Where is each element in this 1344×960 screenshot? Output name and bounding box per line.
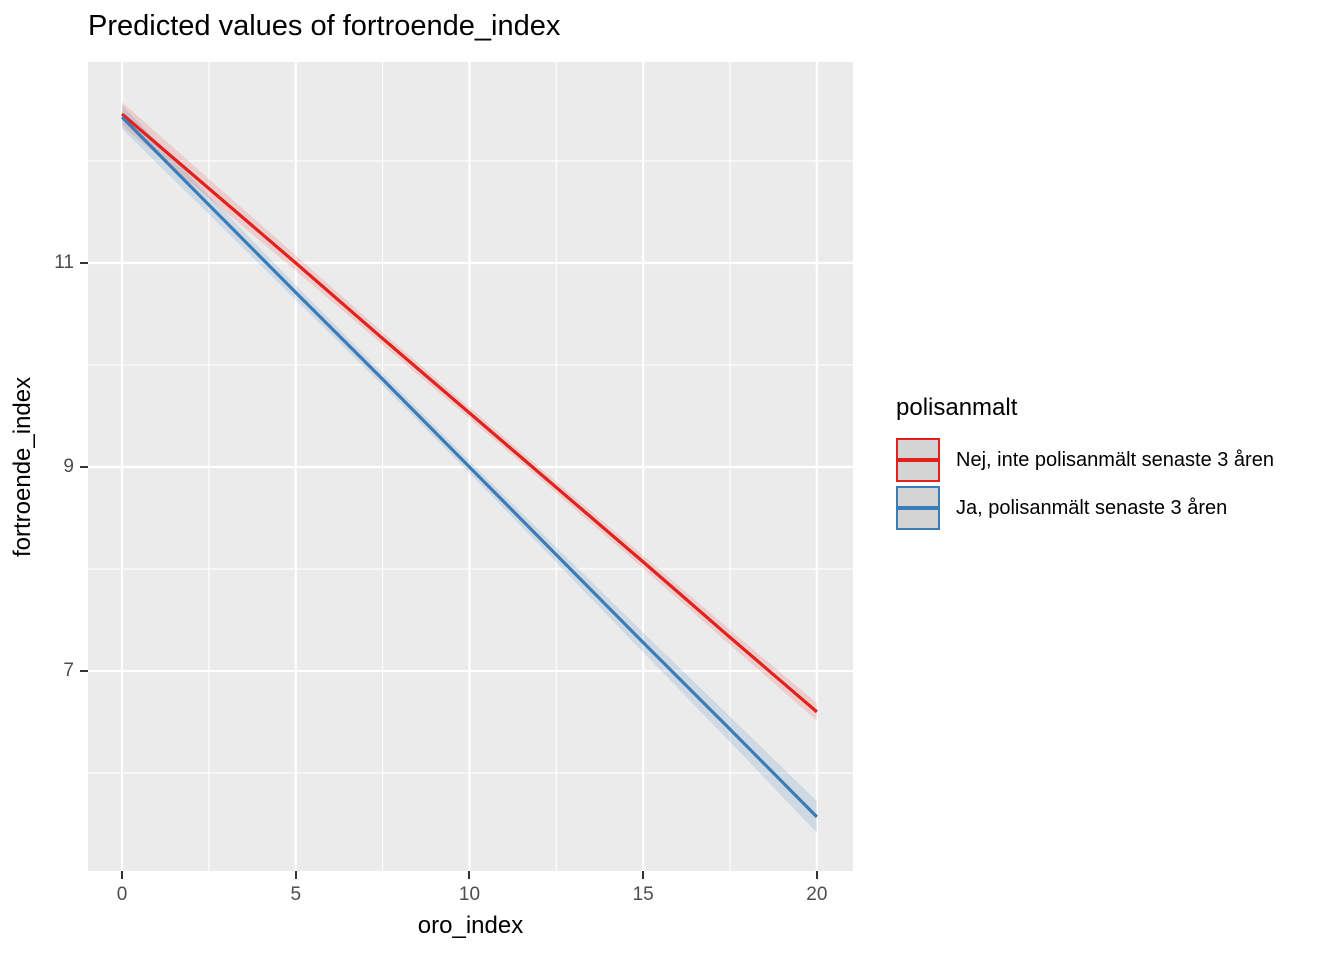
x-tick-label: 10	[458, 884, 481, 905]
x-tick-label: 0	[116, 884, 128, 905]
x-tick-mark	[815, 871, 818, 879]
x-tick-label: 20	[806, 884, 828, 905]
prediction-line	[121, 112, 818, 714]
legend-entry: Nej, inte polisanmält senaste 3 åren	[896, 438, 1336, 482]
chart-title: Predicted values of fortroende_index	[88, 10, 561, 42]
legend-label: Ja, polisanmält senaste 3 åren	[956, 496, 1228, 519]
y-tick-mark	[80, 670, 88, 673]
legend-key-ribbon-red	[896, 438, 940, 482]
plot-panel	[88, 62, 853, 871]
y-tick-mark	[80, 466, 88, 468]
x-tick-mark	[642, 871, 645, 879]
x-tick-mark	[121, 871, 124, 879]
x-tick-mark	[294, 871, 297, 879]
legend-title: polisanmalt	[896, 394, 1018, 421]
y-tick-mark	[80, 261, 88, 264]
x-tick-label: 5	[290, 884, 302, 905]
legend-label: Nej, inte polisanmält senaste 3 åren	[956, 448, 1274, 471]
x-tick-label: 15	[632, 884, 654, 905]
legend-key-line-red	[898, 458, 938, 462]
legend: polisanmalt Nej, inte polisanmält senast…	[896, 394, 1336, 534]
legend-entry: Ja, polisanmält senaste 3 åren	[896, 486, 1336, 530]
plot-canvas	[88, 62, 853, 871]
y-axis-title: fortroende_index	[9, 376, 36, 557]
legend-key-line-blue	[898, 506, 938, 510]
x-axis-title: oro_index	[417, 912, 524, 939]
prediction-line	[120, 115, 819, 819]
x-tick-mark	[468, 871, 471, 879]
legend-key-ribbon-blue	[896, 486, 940, 530]
